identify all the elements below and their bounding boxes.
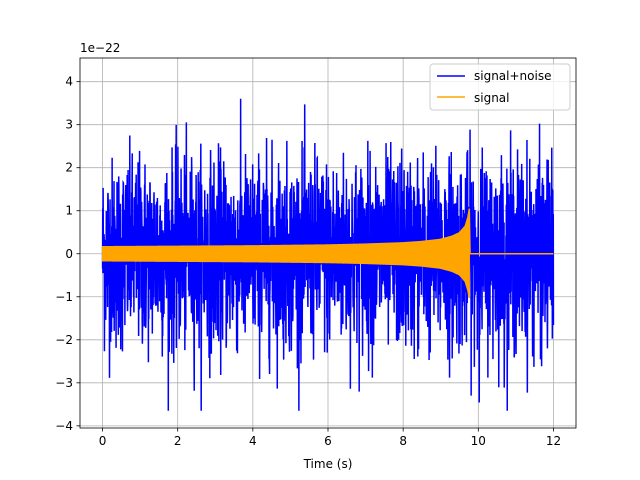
y-tick-label: 3 (65, 118, 73, 132)
x-axis-label: Time (s) (303, 457, 353, 471)
y-tick-label: −3 (55, 376, 73, 390)
legend: signal+noise signal (429, 63, 571, 111)
x-tick-label: 6 (324, 434, 332, 448)
y-tick-label: 4 (65, 75, 73, 89)
legend-label-signal-noise: signal+noise (474, 69, 551, 83)
y-tick-label: −4 (55, 419, 73, 433)
legend-label-signal: signal (474, 91, 510, 105)
x-tick-label: 0 (99, 434, 107, 448)
y-tick-label: −2 (55, 333, 73, 347)
series-signal-line (101, 208, 554, 299)
x-axis: 0 2 4 6 8 10 12 (99, 428, 561, 448)
x-tick-label: 2 (174, 434, 182, 448)
y-tick-label: 2 (65, 161, 73, 175)
x-tick-label: 12 (546, 434, 561, 448)
y-tick-label: 0 (65, 247, 73, 261)
y-offset-label: 1e−22 (80, 41, 120, 55)
x-tick-label: 4 (249, 434, 257, 448)
y-tick-label: −1 (55, 290, 73, 304)
x-tick-label: 8 (399, 434, 407, 448)
x-tick-label: 10 (471, 434, 486, 448)
y-tick-label: 1 (65, 204, 73, 218)
y-axis: −4 −3 −2 −1 0 1 2 3 4 (55, 75, 80, 433)
